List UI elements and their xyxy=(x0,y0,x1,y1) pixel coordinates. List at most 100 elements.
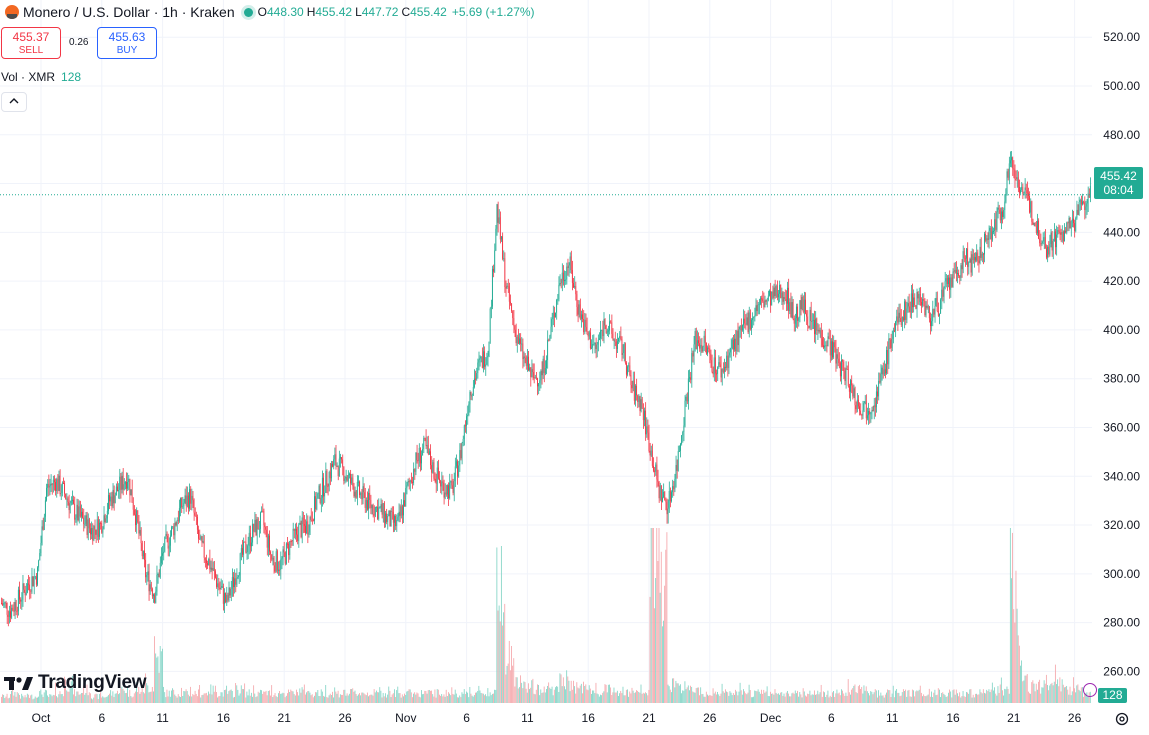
volume-bar xyxy=(984,692,985,703)
candle-body xyxy=(557,299,559,301)
volume-bar xyxy=(142,692,144,703)
volume-bar xyxy=(69,688,71,703)
candle-body xyxy=(1003,210,1004,217)
volume-bar xyxy=(923,694,925,703)
buy-price: 455.63 xyxy=(108,30,146,44)
volume-bar xyxy=(110,690,112,703)
volume-bar xyxy=(639,692,641,703)
candle-body xyxy=(900,317,902,325)
candle-body xyxy=(533,372,535,379)
volume-bar xyxy=(70,681,72,703)
candle-body xyxy=(598,338,600,340)
candle-body xyxy=(60,493,62,495)
volume-bar xyxy=(927,694,929,703)
buy-button[interactable]: 455.63 BUY xyxy=(97,27,157,59)
candle-body xyxy=(600,330,601,339)
candle-body xyxy=(306,521,307,534)
candle-body xyxy=(604,319,606,326)
candle-body xyxy=(139,530,141,534)
candle-body xyxy=(309,516,311,533)
price-axis[interactable]: 260.00280.00300.00320.00340.00360.00380.… xyxy=(1103,30,1140,678)
volume-bar xyxy=(431,690,432,703)
candle-body xyxy=(330,463,332,479)
candle-body xyxy=(725,366,726,368)
candle-body xyxy=(969,258,971,263)
volume-bar xyxy=(821,696,823,703)
candle-body xyxy=(47,483,48,488)
candle-body xyxy=(290,540,292,542)
candle-body xyxy=(985,233,986,241)
candle-body xyxy=(689,377,690,379)
volume-bar xyxy=(500,545,502,703)
volume-bar xyxy=(656,528,658,703)
candle-body xyxy=(829,338,831,356)
volume-bar xyxy=(792,692,794,703)
volume-bar xyxy=(1006,686,1008,703)
volume-bar xyxy=(369,695,371,703)
candle-body xyxy=(80,511,82,517)
candle-body xyxy=(56,479,58,491)
candle-body xyxy=(1075,217,1077,231)
replay-icon[interactable] xyxy=(1083,683,1097,697)
candle-body xyxy=(605,325,607,334)
volume-bar xyxy=(953,689,955,703)
candle-body xyxy=(838,358,840,364)
volume-bar xyxy=(678,685,680,703)
volume-bar xyxy=(87,695,89,703)
candle-body xyxy=(792,302,794,319)
candle-body xyxy=(864,401,866,404)
volume-bar xyxy=(776,693,778,703)
candle-body xyxy=(922,299,923,306)
volume-bar xyxy=(524,682,526,703)
volume-bar xyxy=(1070,695,1072,703)
volume-bar xyxy=(17,693,19,703)
candle-body xyxy=(181,498,182,508)
gear-icon[interactable] xyxy=(1114,711,1130,727)
volume-bar xyxy=(906,696,908,703)
volume-bar xyxy=(71,675,73,703)
symbol-title[interactable]: Monero / U.S. Dollar · 1h · Kraken xyxy=(23,4,235,20)
volume-bar xyxy=(1058,686,1060,703)
candle-body xyxy=(661,497,663,502)
volume-bar xyxy=(308,690,310,703)
candle-body xyxy=(199,538,201,540)
volume-legend[interactable]: Vol · XMR 128 xyxy=(1,70,81,84)
candle-body xyxy=(77,504,79,521)
candle-body xyxy=(681,435,682,445)
volume-bar xyxy=(700,687,702,703)
candle-body xyxy=(1008,163,1010,178)
volume-bar xyxy=(592,690,593,703)
volume-bar xyxy=(134,691,136,703)
candle-body xyxy=(151,589,153,597)
candle-body xyxy=(123,484,125,490)
candle-body xyxy=(740,325,742,331)
candle-body xyxy=(732,339,734,350)
volume-bar xyxy=(137,692,139,703)
candle-body xyxy=(463,425,465,440)
candle-body xyxy=(695,331,697,350)
volume-bar xyxy=(1044,683,1046,703)
candle-body xyxy=(682,431,684,436)
candle-body xyxy=(806,313,807,317)
volume-bar xyxy=(97,699,99,703)
volume-bar xyxy=(315,692,316,703)
tradingview-logo[interactable]: TradingView xyxy=(4,672,147,694)
volume-bar xyxy=(650,528,652,703)
candle-body xyxy=(372,505,374,515)
candle-body xyxy=(881,367,883,374)
candle-body xyxy=(1041,243,1043,245)
candle-body xyxy=(865,401,867,419)
sell-button[interactable]: 455.37 SELL xyxy=(1,27,61,59)
candle-body xyxy=(243,541,244,555)
time-axis[interactable]: Oct 6 11 16 21 26 Nov 6 11 16 21 26 Dec 6 11 16 21 26 xyxy=(32,711,1082,725)
candle-body xyxy=(192,495,194,501)
candle-body xyxy=(957,273,958,275)
volume-bar xyxy=(1008,693,1010,703)
volume-bar xyxy=(138,686,140,703)
volume-bar xyxy=(1069,686,1071,703)
volume-bar xyxy=(267,691,269,703)
volume-bar xyxy=(988,689,990,703)
collapse-legend-button[interactable] xyxy=(1,92,27,112)
volume-bar xyxy=(28,694,29,703)
